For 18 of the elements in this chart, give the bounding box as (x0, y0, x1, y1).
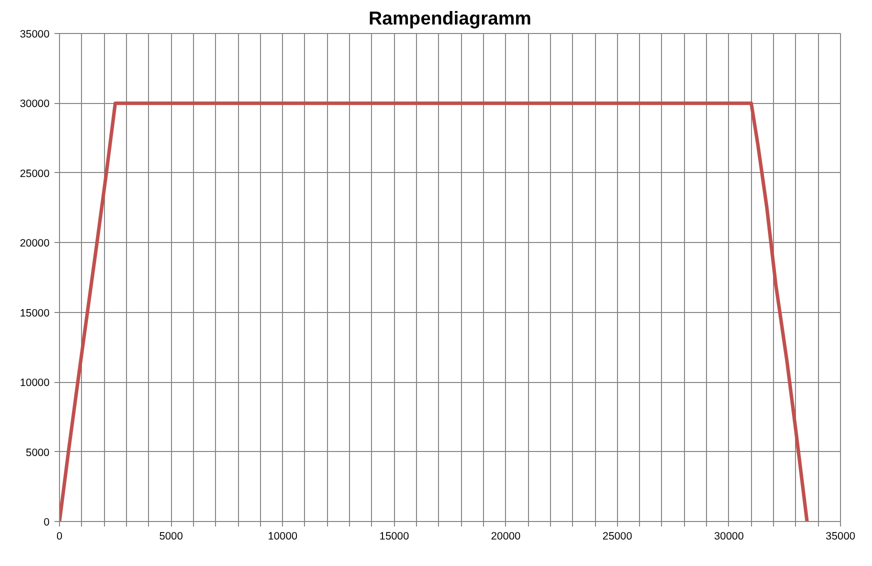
x-tick-label: 20000 (490, 530, 521, 542)
line-series (60, 101, 809, 522)
y-tick-label: 20000 (20, 238, 50, 250)
y-tick-label: 25000 (20, 168, 50, 180)
x-tick-label: 0 (56, 530, 63, 542)
x-tick-label: 5000 (159, 530, 183, 542)
y-tick-label: 30000 (20, 98, 50, 110)
y-tick-label: 5000 (26, 446, 50, 459)
x-tick-label: 25000 (602, 530, 632, 542)
y-tick-label: 0 (44, 516, 50, 528)
chart-title: Rampendiagramm (368, 8, 532, 28)
x-tick-label: 30000 (714, 530, 744, 542)
x-tick-label: 10000 (268, 530, 298, 542)
x-tick-label: 35000 (826, 530, 856, 542)
x-tick-label: 15000 (379, 530, 410, 542)
y-tick-label: 15000 (20, 307, 50, 320)
y-tick-label: 10000 (20, 377, 50, 390)
y-tick-label: 35000 (20, 28, 50, 40)
